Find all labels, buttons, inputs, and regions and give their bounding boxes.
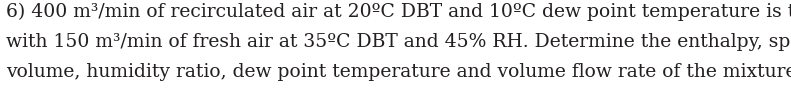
Text: with 150 m³/min of fresh air at 35ºC DBT and 45% RH. Determine the enthalpy, spe: with 150 m³/min of fresh air at 35ºC DBT… bbox=[6, 33, 791, 51]
Text: 6) 400 m³/min of recirculated air at 20ºC DBT and 10ºC dew point temperature is : 6) 400 m³/min of recirculated air at 20º… bbox=[6, 3, 791, 21]
Text: volume, humidity ratio, dew point temperature and volume flow rate of the mixtur: volume, humidity ratio, dew point temper… bbox=[6, 63, 791, 81]
